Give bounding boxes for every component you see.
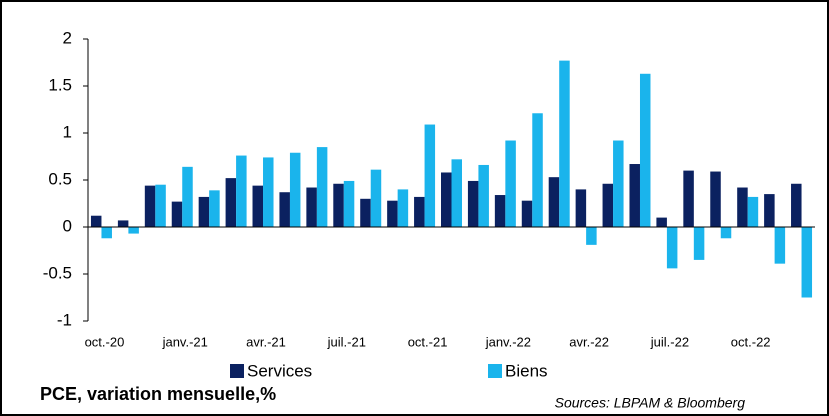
bar [602, 183, 614, 227]
x-tick-label: janv.-21 [162, 334, 208, 349]
y-tick-label: 0 [63, 216, 72, 235]
y-tick-label: 1 [63, 122, 72, 141]
bar [720, 227, 732, 239]
y-tick-label: 2 [63, 28, 72, 47]
bar [613, 140, 624, 227]
bar [387, 200, 398, 227]
bar [316, 147, 328, 227]
bar [117, 220, 129, 227]
legend-swatch [488, 364, 502, 378]
bar [128, 227, 139, 234]
bar [397, 189, 409, 227]
bar [791, 183, 802, 227]
y-tick-label: -1 [57, 310, 72, 329]
bar [521, 200, 533, 227]
y-tick-label: -0.5 [43, 263, 72, 282]
bar [629, 164, 640, 227]
bar [209, 190, 220, 227]
x-tick-label: oct.-22 [731, 334, 771, 349]
bar [90, 215, 102, 227]
bar [451, 159, 462, 227]
bar [575, 189, 587, 227]
bar [289, 152, 301, 227]
x-tick-label: avr.-21 [246, 334, 286, 349]
bar [764, 194, 775, 227]
legend-label: Biens [505, 361, 548, 380]
bar [467, 180, 479, 227]
bar [306, 187, 317, 227]
legend-swatch [230, 364, 244, 378]
x-tick-label: juil.-21 [327, 334, 366, 349]
bar [774, 227, 786, 264]
bar [144, 185, 156, 227]
bar [710, 171, 721, 227]
bar [656, 217, 667, 227]
bar [586, 227, 597, 245]
bar [182, 166, 193, 227]
bar [441, 172, 452, 227]
bar [505, 140, 516, 227]
bar [360, 198, 371, 227]
bar [171, 201, 183, 227]
bar [693, 227, 705, 260]
bar [225, 178, 237, 227]
x-tick-label: avr.-22 [569, 334, 609, 349]
bar [747, 196, 759, 227]
source-note: Sources: LBPAM & Bloomberg [555, 395, 746, 411]
x-tick-label: janv.-22 [485, 334, 531, 349]
bar [737, 187, 748, 227]
chart-title: PCE, variation mensuelle,% [40, 384, 276, 404]
bar [494, 195, 506, 227]
y-tick-label: 1.5 [48, 75, 72, 94]
bar [683, 170, 694, 227]
x-tick-label: oct.-21 [408, 334, 448, 349]
bar [198, 196, 210, 227]
bar [236, 155, 247, 227]
bar [478, 164, 489, 227]
y-tick-label: 0.5 [48, 169, 72, 188]
bar [343, 180, 355, 227]
bar [639, 73, 651, 227]
bar [666, 227, 678, 269]
bar [548, 177, 560, 227]
x-tick-label: oct.-20 [85, 334, 125, 349]
bar [370, 169, 382, 227]
bar [559, 60, 570, 228]
bar [252, 185, 264, 227]
bar [333, 183, 344, 227]
bar [414, 196, 425, 227]
bar [101, 227, 112, 239]
bar [279, 192, 290, 227]
bar [801, 227, 813, 298]
bar [424, 124, 436, 227]
bar [532, 113, 543, 227]
bar [263, 157, 274, 227]
x-tick-label: juil.-22 [650, 334, 689, 349]
legend-label: Services [247, 361, 312, 380]
bar [155, 184, 166, 227]
